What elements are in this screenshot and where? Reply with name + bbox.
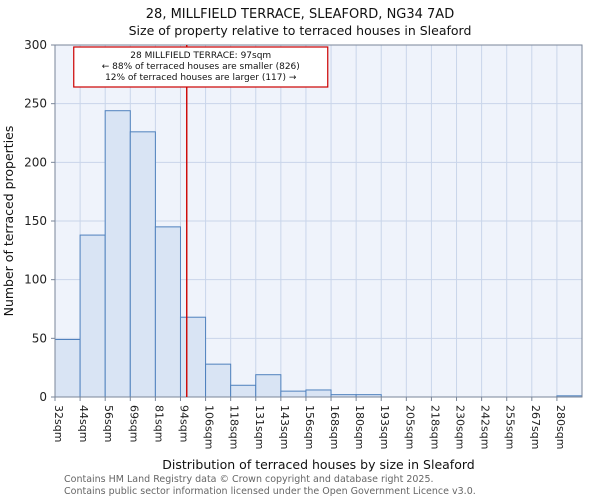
footer-attribution-line2: Contains public sector information licen… bbox=[64, 485, 476, 497]
y-tick-label: 150 bbox=[24, 214, 47, 228]
x-tick-label: 56sqm bbox=[102, 405, 115, 442]
footer-attribution-line1: Contains HM Land Registry data © Crown c… bbox=[64, 474, 434, 485]
x-tick-label: 267sqm bbox=[529, 405, 542, 449]
annotation-line: 12% of terraced houses are larger (117) … bbox=[105, 73, 297, 83]
bar bbox=[79, 234, 106, 398]
annotation-box bbox=[73, 46, 329, 88]
chart-title: 28, MILLFIELD TERRACE, SLEAFORD, NG34 7A… bbox=[145, 7, 455, 22]
x-tick-label: 44sqm bbox=[77, 405, 90, 442]
bar bbox=[305, 389, 332, 398]
bar bbox=[129, 131, 156, 398]
x-tick-label: 280sqm bbox=[554, 405, 567, 449]
x-tick-label: 156sqm bbox=[303, 405, 316, 449]
x-tick-label: 242sqm bbox=[479, 405, 492, 449]
y-tick-label: 300 bbox=[24, 39, 47, 52]
histogram-plot: 0 50 100 150 200 250 300 32sqm 44sqm 56sqm 69sqm 81… bbox=[1, 39, 583, 472]
y-tick-label: 250 bbox=[24, 97, 47, 111]
y-tick-label: 200 bbox=[24, 155, 47, 169]
footer: Contains HM Land Registry data © Crown c… bbox=[64, 474, 476, 497]
x-tick-label: 106sqm bbox=[203, 405, 216, 449]
x-tick-label: 94sqm bbox=[177, 405, 190, 442]
bar bbox=[179, 316, 207, 398]
x-tick-label: 131sqm bbox=[253, 405, 266, 449]
bar bbox=[280, 390, 307, 398]
x-tick-label: 205sqm bbox=[403, 405, 416, 449]
x-axis-title: Distribution of terraced houses by size … bbox=[162, 457, 474, 472]
x-tick-label: 255sqm bbox=[504, 405, 517, 449]
x-tick-label: 193sqm bbox=[378, 405, 391, 449]
x-tick-label: 168sqm bbox=[328, 405, 341, 449]
x-tick-label: 118sqm bbox=[228, 405, 241, 449]
x-tick-label: 81sqm bbox=[152, 405, 165, 442]
y-tick-label: 100 bbox=[24, 273, 47, 287]
y-tick-label: 50 bbox=[32, 331, 47, 345]
bar bbox=[154, 226, 181, 398]
x-tick-label: 218sqm bbox=[428, 405, 441, 449]
bar bbox=[205, 363, 232, 398]
bar bbox=[255, 374, 282, 398]
annotation-line: 28 MILLFIELD TERRACE: 97sqm bbox=[130, 51, 271, 61]
y-axis-title: Number of terraced properties bbox=[1, 126, 16, 317]
chart-subtitle: Size of property relative to terraced ho… bbox=[128, 23, 472, 38]
bar bbox=[104, 110, 131, 398]
annotation-line: ← 88% of terraced houses are smaller (82… bbox=[102, 62, 300, 72]
plot-border bbox=[54, 44, 583, 398]
x-tick-label: 143sqm bbox=[278, 405, 291, 449]
x-tick-label: 230sqm bbox=[454, 405, 467, 449]
bar bbox=[54, 339, 81, 398]
x-tick-label: 180sqm bbox=[353, 405, 366, 449]
bar bbox=[230, 384, 257, 398]
x-tick-label: 32sqm bbox=[52, 405, 65, 442]
y-tick-label: 0 bbox=[39, 390, 47, 404]
x-tick-label: 69sqm bbox=[127, 405, 140, 442]
